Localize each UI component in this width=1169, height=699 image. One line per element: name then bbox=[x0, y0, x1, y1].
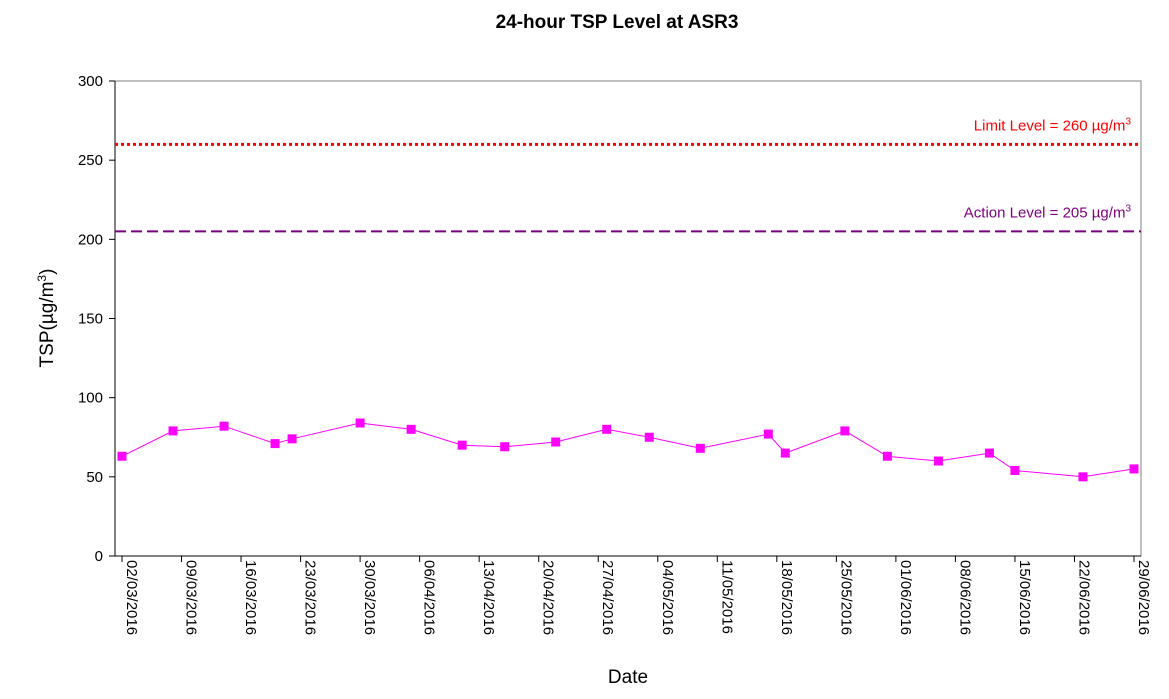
data-point bbox=[270, 439, 280, 449]
y-axis: 0 50 100 150 200 250 300 bbox=[78, 73, 116, 565]
y-tick-label: 0 bbox=[95, 548, 103, 565]
reference-lines: Limit Level = 260 µg/m3 Action Level = 20… bbox=[115, 116, 1141, 233]
y-tick-label: 50 bbox=[86, 469, 103, 486]
data-point bbox=[1010, 466, 1020, 475]
data-point bbox=[219, 421, 229, 431]
data-point bbox=[457, 440, 467, 450]
series-line bbox=[121, 422, 1135, 478]
data-point bbox=[763, 429, 773, 439]
chart-title: 24-hour TSP Level at ASR3 bbox=[496, 12, 739, 33]
data-point bbox=[406, 424, 416, 434]
x-axis: 02/03/2016 09/03/2016 16/03/2016 23/03/2016… bbox=[115, 555, 1152, 635]
y-tick-label: 200 bbox=[78, 231, 103, 248]
x-tick-label: 02/03/2016 bbox=[123, 560, 140, 635]
x-tick-label: 08/06/2016 bbox=[956, 560, 973, 635]
x-tick-label: 01/06/2016 bbox=[897, 560, 914, 635]
x-tick-label: 20/04/2016 bbox=[540, 560, 557, 635]
y-tick-label: 100 bbox=[78, 390, 103, 407]
data-point bbox=[287, 434, 297, 444]
data-point bbox=[780, 448, 790, 458]
x-tick-label: 06/04/2016 bbox=[421, 560, 438, 635]
x-tick-label: 15/06/2016 bbox=[1016, 560, 1033, 635]
x-tick-label: 25/05/2016 bbox=[837, 560, 854, 635]
x-tick-label: 18/05/2016 bbox=[778, 560, 795, 635]
data-point bbox=[1078, 472, 1088, 482]
data-point bbox=[840, 426, 850, 436]
x-tick-label: 04/05/2016 bbox=[659, 560, 676, 635]
data-point bbox=[500, 442, 510, 452]
data-point bbox=[355, 418, 365, 428]
data-point bbox=[1129, 464, 1139, 474]
x-tick-label: 30/03/2016 bbox=[361, 560, 378, 635]
x-tick-label: 16/03/2016 bbox=[242, 560, 259, 635]
data-point bbox=[695, 443, 705, 453]
x-tick-label: 22/06/2016 bbox=[1075, 560, 1092, 635]
data-point bbox=[984, 448, 994, 458]
x-tick-label: 29/06/2016 bbox=[1135, 560, 1152, 635]
y-axis-label: TSP(µg/m3) bbox=[35, 269, 58, 368]
data-point bbox=[882, 451, 892, 461]
x-axis-label: Date bbox=[608, 667, 648, 688]
x-tick-label: 11/05/2016 bbox=[718, 560, 735, 634]
plot-area bbox=[114, 80, 1142, 557]
x-tick-label: 23/03/2016 bbox=[302, 560, 319, 635]
x-tick-label: 09/03/2016 bbox=[183, 560, 200, 635]
y-tick-label: 300 bbox=[78, 73, 103, 90]
y-tick-label: 150 bbox=[78, 311, 103, 328]
series-layer bbox=[117, 418, 1139, 482]
data-point bbox=[117, 451, 127, 461]
x-tick-label: 13/04/2016 bbox=[480, 560, 497, 635]
data-point bbox=[551, 437, 561, 447]
y-tick-label: 250 bbox=[78, 152, 103, 169]
data-point bbox=[933, 456, 943, 466]
reference-line-label: Limit Level = 260 µg/m3 bbox=[974, 116, 1132, 134]
reference-line-label: Action Level = 205 µg/m3 bbox=[964, 203, 1132, 221]
data-point bbox=[168, 426, 178, 436]
data-point bbox=[602, 424, 612, 434]
data-point bbox=[644, 432, 654, 442]
x-tick-label: 27/04/2016 bbox=[599, 560, 616, 635]
